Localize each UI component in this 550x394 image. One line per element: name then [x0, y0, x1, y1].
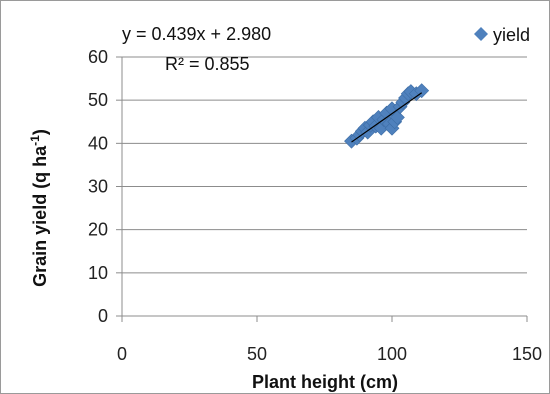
x-tick-label: 0 — [117, 344, 127, 364]
y-tick-label: 40 — [88, 133, 108, 153]
trendline-group — [351, 92, 423, 143]
legend-marker-diamond — [474, 27, 488, 41]
x-tick-label: 150 — [512, 344, 542, 364]
axes — [121, 57, 528, 322]
y-tick-label: 50 — [88, 90, 108, 110]
gridlines — [116, 56, 527, 317]
y-tick-label: 30 — [88, 177, 108, 197]
r-squared-label: R² = 0.855 — [165, 54, 250, 74]
y-axis-title-end: ) — [30, 129, 50, 135]
x-axis-title: Plant height (cm) — [252, 372, 398, 392]
y-tick-label: 20 — [88, 220, 108, 240]
data-point-diamond — [414, 83, 430, 99]
y-axis-title-superscript: -1 — [28, 135, 42, 146]
legend: yield — [474, 25, 530, 45]
trendline-equation: y = 0.439x + 2.980 — [122, 24, 271, 44]
y-axis-title: Grain yield (q ha-1) — [28, 129, 50, 287]
y-tick-label: 10 — [88, 263, 108, 283]
y-tick-labels: 0 10 20 30 40 50 60 — [88, 47, 108, 326]
data-points — [344, 83, 430, 149]
data-point-diamond — [389, 110, 405, 125]
y-tick-label: 60 — [88, 47, 108, 67]
x-tick-label: 50 — [247, 344, 267, 364]
legend-label: yield — [493, 25, 530, 45]
y-tick-label: 0 — [98, 306, 108, 326]
y-axis-title-main: Grain yield (q ha — [30, 145, 50, 287]
trendline — [351, 92, 423, 143]
x-tick-labels: 0 50 100 150 — [117, 344, 542, 364]
x-tick-label: 100 — [377, 344, 407, 364]
